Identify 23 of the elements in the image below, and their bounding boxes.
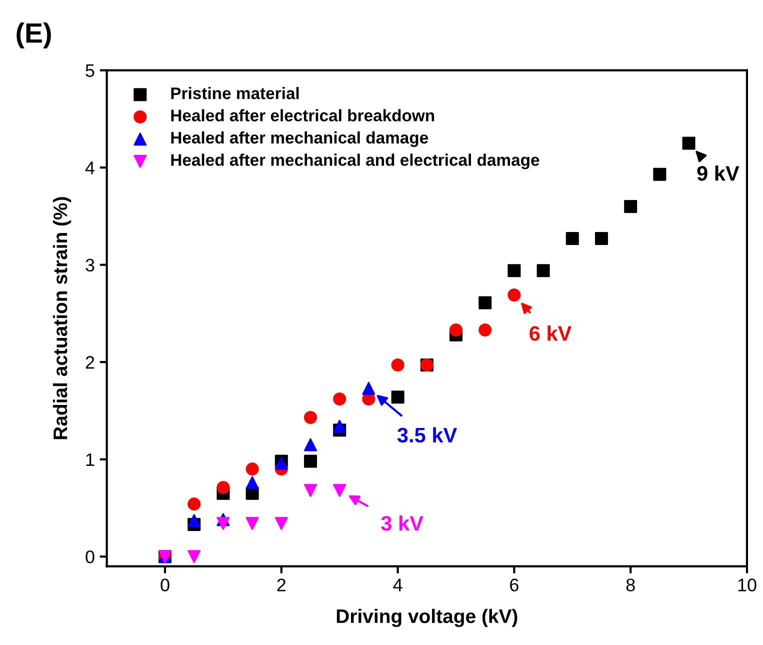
legend-label: Pristine material	[171, 86, 299, 100]
x-tick-label: 4	[393, 578, 402, 592]
chart-title: (E)	[16, 22, 51, 48]
x-tick-label: 10	[738, 578, 756, 592]
y-axis-title: Radial actuation strain (%)	[52, 197, 72, 440]
x-axis-title: Driving voltage (kV)	[336, 608, 518, 628]
legend-label: Healed after mechanical damage	[171, 131, 428, 147]
annotation: 3.5 kV	[397, 427, 458, 443]
y-tick-label: 0	[86, 550, 94, 564]
annotation: 9 kV	[697, 165, 740, 181]
y-tick-label: 2	[86, 356, 94, 369]
legend-label: Healed after mechanical and electrical damage	[171, 154, 540, 170]
annotation: 6 kV	[530, 326, 572, 341]
x-tick-label: 2	[277, 578, 286, 592]
x-tick-label: 8	[626, 578, 635, 592]
y-tick-label: 4	[85, 162, 94, 174]
x-tick-label: 0	[160, 578, 170, 592]
x-tick-label: 6	[510, 578, 518, 592]
y-tick-label: 3	[86, 258, 94, 272]
y-tick-label: 1	[86, 453, 94, 466]
annotation: 3 kV	[381, 515, 424, 531]
legend-label: Healed after electrical breakdown	[171, 109, 434, 122]
y-tick-label: 5	[86, 64, 94, 78]
